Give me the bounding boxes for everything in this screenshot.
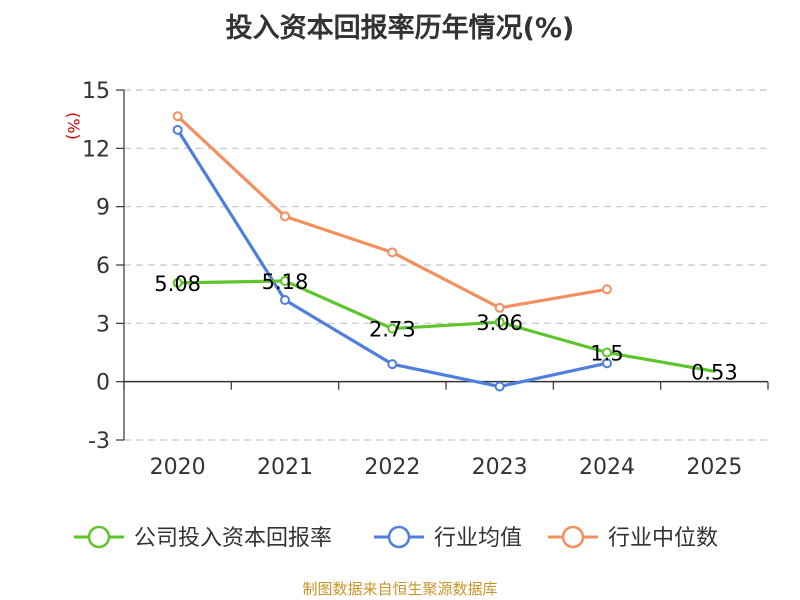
legend-marker — [561, 525, 585, 549]
y-tick-label: 0 — [96, 371, 110, 396]
data-label: 5.18 — [262, 270, 309, 294]
y-tick-label: 12 — [82, 137, 110, 162]
data-point — [602, 347, 612, 358]
data-point — [387, 359, 398, 370]
legend-label: 公司投入资本回报率 — [134, 526, 332, 551]
x-tick-label: 2022 — [364, 455, 420, 480]
series-line — [176, 128, 609, 389]
data-point — [387, 323, 398, 334]
series-line — [176, 114, 609, 310]
legend-marker — [387, 525, 411, 549]
y-tick-label: 15 — [82, 79, 110, 104]
data-point — [494, 317, 505, 328]
legend-label: 行业中位数 — [608, 526, 718, 551]
y-tick-label: 3 — [96, 312, 110, 337]
series-line — [176, 279, 716, 373]
data-label: 3.06 — [476, 311, 523, 335]
data-point — [172, 124, 183, 135]
legend-marker — [87, 525, 111, 549]
x-tick-label: 2025 — [686, 455, 742, 480]
data-point — [602, 284, 612, 295]
x-tick-label: 2024 — [579, 455, 635, 480]
y-tick-label: -3 — [88, 429, 110, 454]
data-point — [494, 381, 505, 392]
data-label: 0.53 — [691, 360, 738, 384]
chart-title: 投入资本回报率历年情况(%) — [225, 13, 575, 44]
y-tick-label: 9 — [96, 196, 110, 221]
data-point — [172, 111, 183, 122]
data-point — [387, 247, 398, 258]
y-unit-label: (%) — [64, 112, 83, 140]
data-label: 2.73 — [369, 318, 416, 342]
y-tick-label: 6 — [96, 254, 110, 279]
data-label: 5.08 — [154, 272, 201, 296]
x-tick-label: 2020 — [150, 455, 206, 480]
data-point — [172, 277, 183, 288]
data-point — [494, 302, 505, 313]
data-label: 1.5 — [590, 342, 623, 366]
data-point — [602, 358, 612, 369]
legend-label: 行业均值 — [434, 526, 522, 551]
x-tick-label: 2021 — [257, 455, 313, 480]
source-note: 制图数据来自恒生聚源数据库 — [302, 580, 498, 598]
data-point — [280, 211, 290, 222]
data-point — [280, 295, 290, 305]
x-tick-label: 2023 — [472, 455, 528, 480]
data-point — [280, 275, 290, 286]
